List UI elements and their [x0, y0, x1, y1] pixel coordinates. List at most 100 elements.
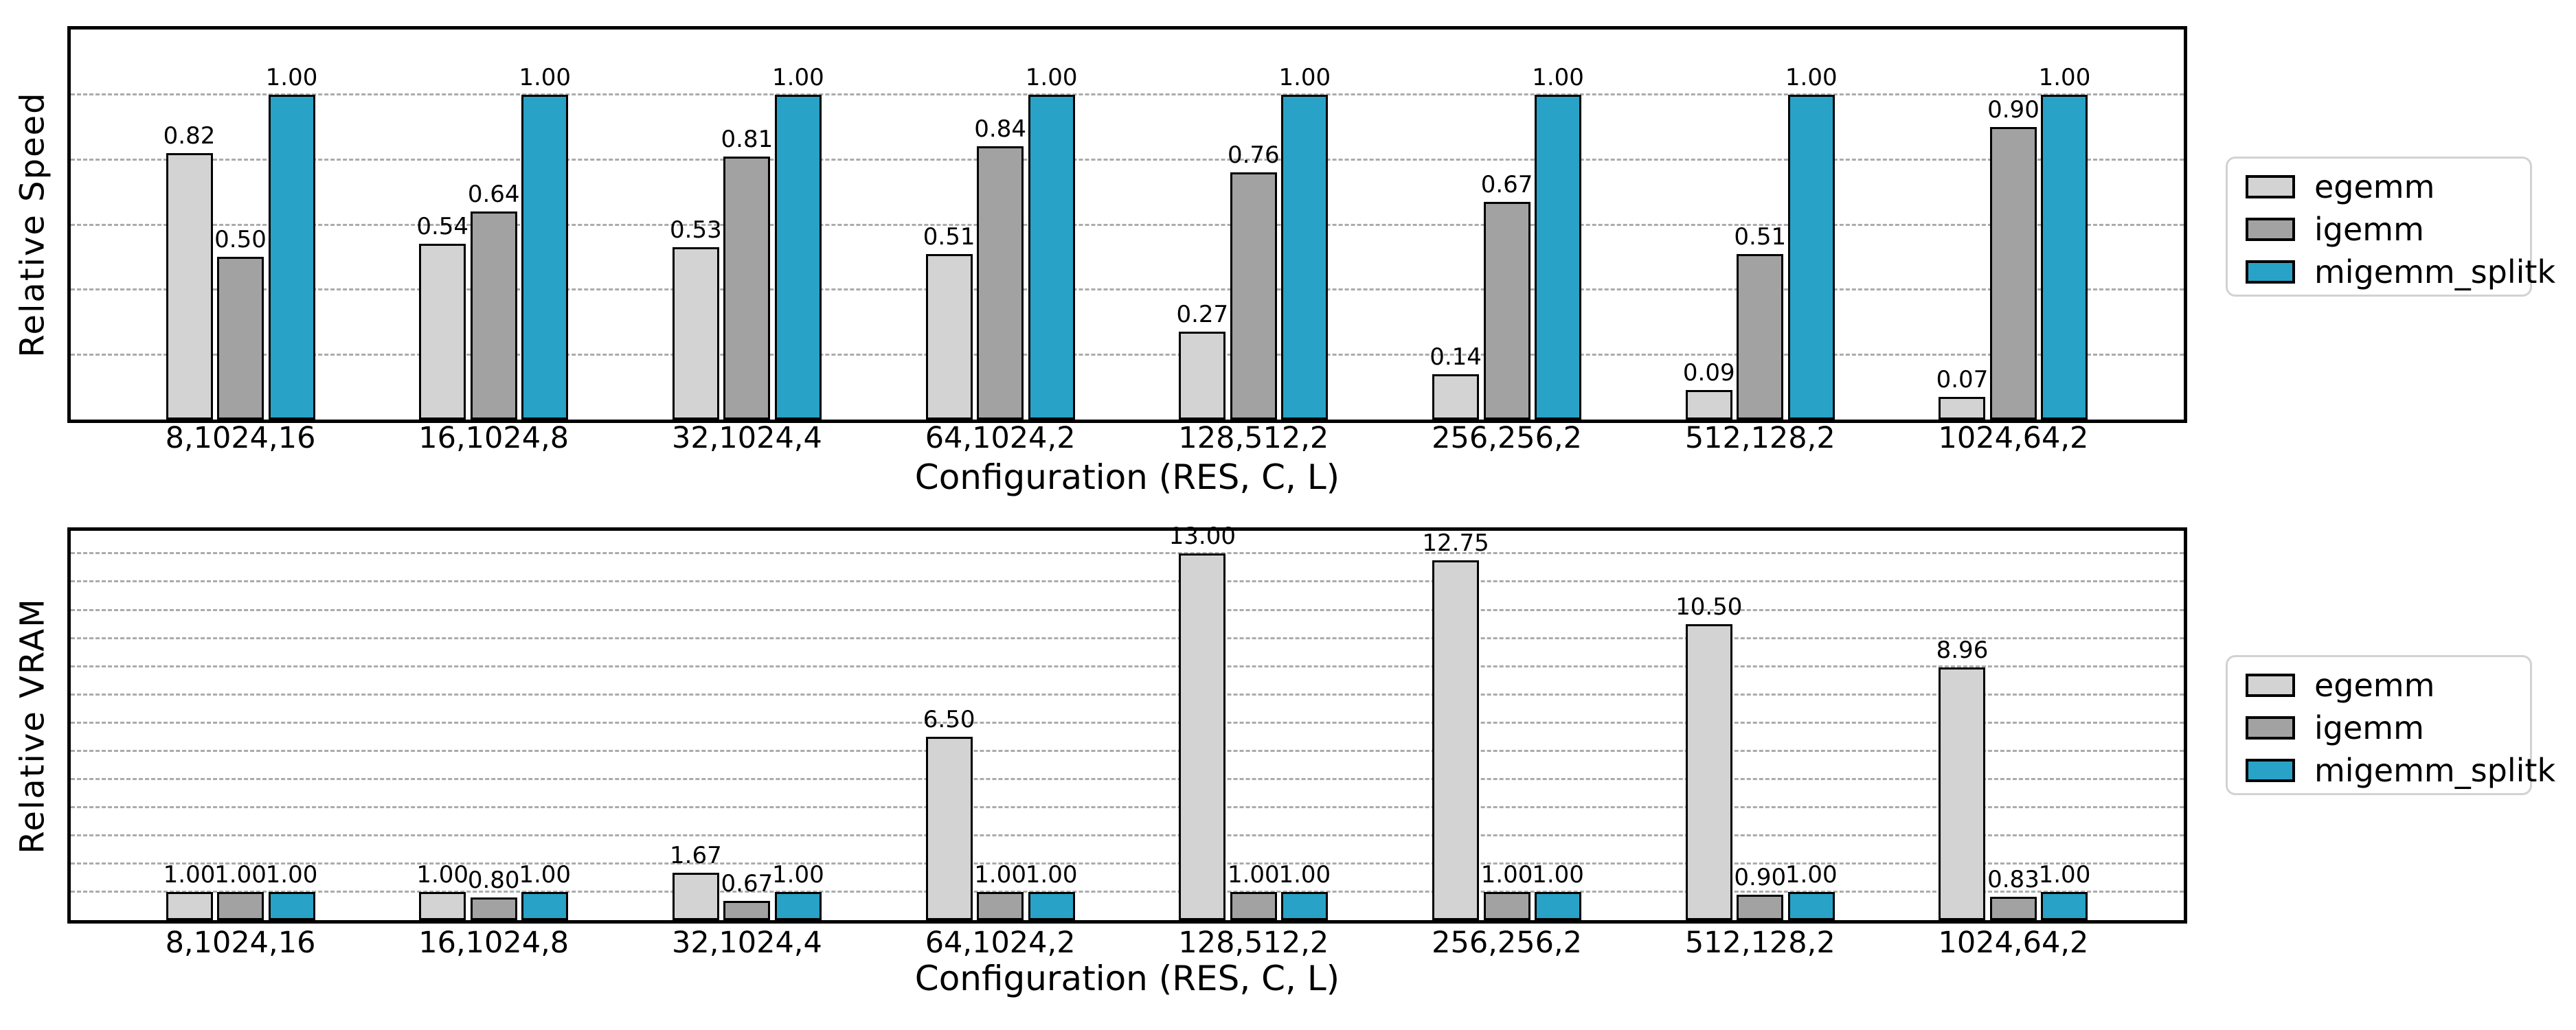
gridline: [71, 693, 2184, 696]
bar-egemm: [166, 153, 213, 420]
bar-egemm: [419, 244, 466, 420]
gridline: [71, 288, 2184, 291]
bar-migemm_splitk: [1028, 95, 1075, 420]
bar-value-label: 1.00: [974, 861, 1026, 889]
bar-igemm: [217, 257, 264, 420]
gridline: [71, 353, 2184, 356]
gridline: [71, 637, 2184, 639]
bar-value-label: 8.96: [1936, 637, 1989, 664]
bar-egemm: [926, 737, 973, 920]
gridline: [71, 834, 2184, 837]
x-tick-label: 256,256,2: [1432, 926, 1582, 960]
bar-egemm: [673, 873, 719, 920]
y-axis-title-speed-text: Relative Speed: [14, 91, 53, 358]
bar-igemm: [1737, 254, 1783, 420]
bar-value-label: 1.00: [772, 861, 824, 889]
bar-igemm: [1484, 892, 1530, 920]
legend-item-egemm: egemm: [2228, 165, 2530, 208]
bar-igemm: [1230, 892, 1277, 920]
bar-value-label: 0.07: [1936, 366, 1989, 393]
gridline: [71, 608, 2184, 611]
bar-value-label: 1.00: [519, 64, 572, 91]
bar-value-label: 1.00: [265, 64, 318, 91]
bar-value-label: 0.90: [1987, 96, 2040, 124]
bar-value-label: 0.81: [721, 126, 773, 153]
bar-igemm: [977, 892, 1024, 920]
bar-igemm: [471, 897, 517, 920]
bar-value-label: 6.50: [923, 706, 975, 733]
bar-value-label: 1.00: [1025, 64, 1078, 91]
bar-value-label: 1.00: [772, 64, 824, 91]
gridline: [71, 158, 2184, 161]
bar-migemm_splitk: [269, 95, 315, 420]
bar-egemm: [926, 254, 973, 420]
legend-swatch-egemm: [2246, 175, 2295, 198]
bar-egemm: [419, 892, 466, 920]
gridline: [71, 778, 2184, 781]
bar-egemm: [1432, 374, 1479, 420]
legend-swatch-migemm_splitk: [2246, 260, 2295, 284]
bar-igemm: [1990, 127, 2037, 420]
bar-value-label: 1.00: [1227, 861, 1280, 889]
legend-speed: egemm igemm migemm_splitk: [2226, 157, 2555, 297]
x-tick-label: 32,1024,4: [671, 421, 822, 455]
bar-value-label: 0.80: [467, 867, 520, 894]
bar-value-label: 0.82: [163, 122, 216, 150]
bar-migemm_splitk: [1535, 892, 1581, 920]
bar-value-label: 1.00: [163, 861, 216, 889]
bar-igemm: [1990, 897, 2037, 920]
bar-migemm_splitk: [269, 892, 315, 920]
bar-migemm_splitk: [1281, 892, 1328, 920]
bar-egemm: [166, 892, 213, 920]
x-tick-label: 1024,64,2: [1938, 421, 2089, 455]
bar-value-label: 0.14: [1430, 343, 1482, 371]
bar-migemm_splitk: [1281, 95, 1328, 420]
gridline: [71, 552, 2184, 555]
bar-value-label: 1.00: [1025, 861, 1078, 889]
bar-value-label: 0.50: [214, 226, 267, 253]
x-tick-label: 32,1024,4: [671, 926, 822, 960]
gridline: [71, 749, 2184, 752]
x-tick-label: 16,1024,8: [418, 421, 569, 455]
bar-value-label: 0.54: [416, 213, 469, 240]
bar-value-label: 0.76: [1227, 141, 1280, 169]
bar-value-label: 0.84: [974, 115, 1026, 143]
x-tick-label: 256,256,2: [1432, 421, 1582, 455]
bar-egemm: [1686, 624, 1732, 920]
bar-egemm: [673, 247, 719, 420]
x-axis-title-speed: Configuration (RES, C, L): [914, 457, 1340, 497]
gridline: [71, 93, 2184, 96]
bar-value-label: 1.00: [1532, 64, 1584, 91]
x-tick-label: 512,128,2: [1684, 421, 1835, 455]
gridline: [71, 806, 2184, 809]
legend-label-igemm: igemm: [2314, 709, 2424, 746]
plot-area-vram: 1.00 1.00 1.67 6.50 13.00 12.75 10.50 8.96 1.00 0…: [67, 525, 2187, 924]
legend-swatch-migemm_splitk: [2246, 759, 2295, 782]
bar-igemm: [471, 211, 517, 420]
bar-migemm_splitk: [1788, 892, 1835, 920]
bar-migemm_splitk: [521, 95, 568, 420]
bar-value-label: 0.51: [923, 223, 975, 251]
bar-igemm: [723, 157, 770, 420]
bar-value-label: 1.00: [1278, 64, 1331, 91]
bar-migemm_splitk: [1788, 95, 1835, 420]
bar-value-label: 1.00: [214, 861, 267, 889]
bar-value-label: 1.00: [1480, 861, 1533, 889]
y-axis-title-vram-text: Relative VRAM: [14, 597, 53, 854]
legend-label-migemm_splitk: migemm_splitk: [2314, 752, 2556, 789]
gridline: [71, 223, 2184, 226]
y-axis-title-speed: Relative Speed: [0, 30, 66, 420]
bar-value-label: 0.64: [467, 181, 520, 208]
bar-egemm: [1432, 560, 1479, 920]
x-tick-label: 64,1024,2: [925, 926, 1076, 960]
bar-migemm_splitk: [775, 95, 822, 420]
bar-value-label: 0.90: [1734, 864, 1787, 891]
gridline: [71, 580, 2184, 583]
x-tick-label: 16,1024,8: [418, 926, 569, 960]
y-axis-title-vram: Relative VRAM: [0, 531, 66, 920]
gridline: [71, 891, 2184, 893]
x-axis-title-vram: Configuration (RES, C, L): [914, 959, 1340, 998]
bar-value-label: 0.53: [670, 216, 722, 244]
bar-igemm: [1484, 202, 1530, 420]
plot-area-speed: 0.82 0.54 0.53 0.51 0.27 0.14 0.09 0.07 0.50 0.64…: [67, 26, 2187, 423]
